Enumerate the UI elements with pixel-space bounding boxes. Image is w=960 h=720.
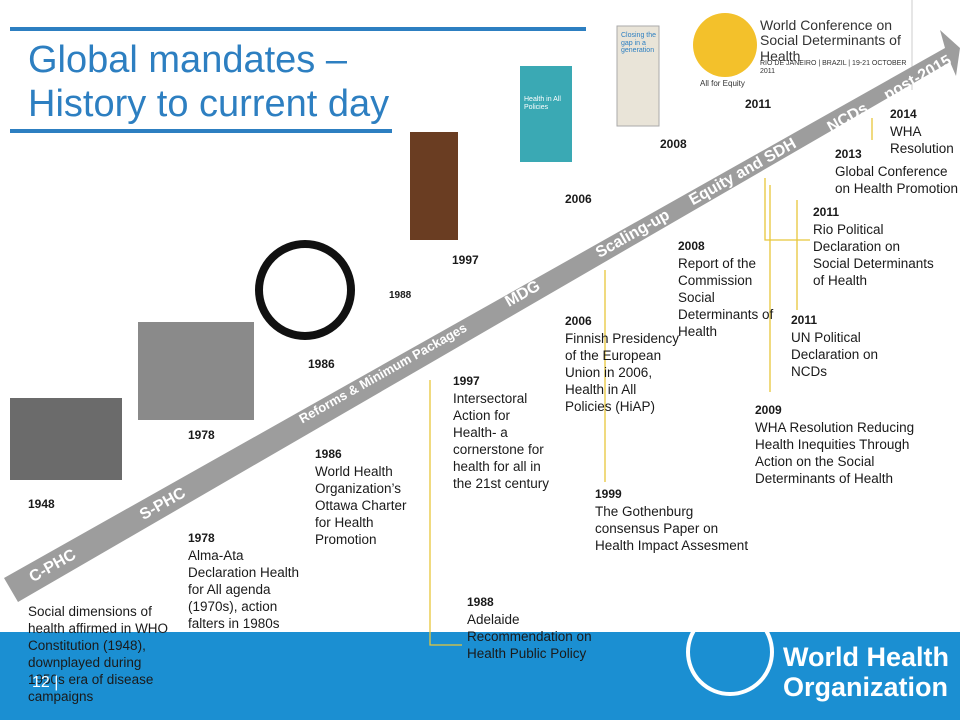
conference-logo (693, 13, 757, 77)
event-year: 2011 (791, 313, 818, 327)
event-text: Rio Political Declaration on Social Dete… (813, 222, 934, 288)
image-text: RIO DE JANEIRO | BRAZIL | 19-21 OCTOBER … (760, 60, 907, 75)
event-text: WHA Resolution Reducing Health Inequitie… (755, 420, 915, 486)
hiap-cover (520, 66, 572, 162)
page-number: 12 | (32, 674, 59, 691)
event: 2013 Global Conference on Health Promotio… (835, 146, 960, 197)
event-text: The Gothenburg consensus Paper on Health… (595, 504, 749, 553)
title-rule (10, 27, 586, 31)
timeline-label: Scaling-up (593, 206, 673, 261)
event-text: Intersectoral Action for Health- a corne… (453, 391, 550, 491)
connectors (429, 55, 939, 646)
image-text: Health in All Policies (524, 96, 561, 111)
event-text: UN Political Declaration on NCDs (791, 330, 879, 379)
event-year: 2013 (835, 147, 862, 161)
event-year: 2006 (565, 314, 592, 328)
event: Social dimensions of health affirmed in … (28, 603, 178, 705)
event: 2006 Finnish Presidency of the European U… (565, 313, 680, 415)
event-text: Finnish Presidency of the European Union… (565, 331, 680, 414)
event-text: Report of the Commission Social Determin… (678, 256, 774, 339)
csdh-cover (616, 25, 660, 127)
image-text: Closing the gap in a generation (621, 32, 657, 55)
logo-text: World Health (783, 642, 950, 672)
event: 2009 WHA Resolution Reducing Health Inequ… (755, 402, 925, 487)
event-text: World Health Organization’s Ottawa Chart… (315, 464, 407, 547)
event: 1978 Alma-Ata Declaration Health for All … (188, 530, 308, 632)
image-year: 2011 (745, 97, 772, 111)
event-year: 1988 (467, 595, 494, 609)
event: 2008 Report of the Commission Social Dete… (678, 238, 778, 340)
event-year: 2008 (678, 239, 705, 253)
image-year: 2008 (660, 137, 687, 151)
event-year: 2009 (755, 403, 782, 417)
ottawa-logo (255, 240, 355, 340)
event: 2011 Rio Political Declaration on Social … (813, 204, 938, 289)
event: 1988 Adelaide Recommendation on Health Pu… (467, 594, 627, 662)
photo-1948 (10, 398, 122, 480)
image-text: All for Equity (700, 79, 745, 88)
event: 1997 Intersectoral Action for Health- a c… (453, 373, 553, 492)
event: 2014 WHA Resolution (890, 106, 960, 157)
event-year: 1978 (188, 531, 215, 545)
event-text: WHA Resolution (890, 124, 954, 156)
event-text: Adelaide Recommendation on Health Public… (467, 612, 592, 661)
timeline-label: Equity and SDH (686, 135, 799, 209)
title-line: Global mandates – (28, 39, 347, 81)
event-text: Alma-Ata Declaration Health for All agen… (188, 548, 300, 631)
image-year: 1948 (28, 497, 55, 511)
image-text: World Conference on Social Determinants … (760, 17, 901, 64)
event-year: 1999 (595, 487, 622, 501)
timeline-arrow (4, 30, 960, 602)
image-year: 1986 (308, 357, 335, 371)
image-year: 2006 (565, 192, 592, 206)
image-year: 1988 (389, 290, 412, 301)
title-line: History to current day (28, 83, 390, 125)
event: 1999 The Gothenburg consensus Paper on He… (595, 486, 755, 554)
event-text: Global Conference on Health Promotion (835, 164, 959, 196)
photo-1978 (138, 322, 254, 420)
event-year: 2011 (813, 205, 840, 219)
title-rule (10, 129, 392, 133)
event-year: 1997 (453, 374, 480, 388)
who-emblem (686, 608, 774, 696)
event: 1986 World Health Organization’s Ottawa C… (315, 446, 425, 548)
event-text: Social dimensions of health affirmed in … (28, 604, 169, 704)
event-year: 2014 (890, 107, 917, 121)
logo-text: Organization (783, 672, 949, 702)
image-year: 1997 (452, 253, 479, 267)
book-cover (410, 132, 458, 240)
footer-band (0, 632, 960, 720)
event-year: 1986 (315, 447, 342, 461)
event: 2011 UN Political Declaration on NCDs (791, 312, 911, 380)
image-year: 1978 (188, 428, 215, 442)
